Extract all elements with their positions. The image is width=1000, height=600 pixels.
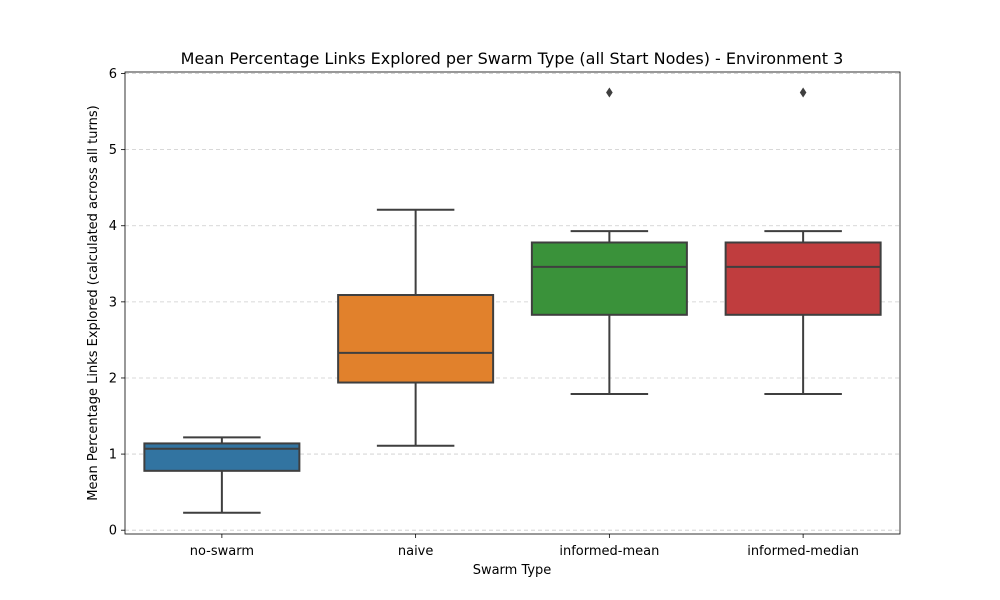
box-informed-mean [530,241,688,316]
y-tick-label: 2 [109,371,117,386]
y-tick-label: 4 [109,219,117,234]
box-naive [337,294,495,384]
x-tick-label: naive [398,544,434,559]
y-tick-label: 1 [109,448,117,463]
y-tick-label: 3 [109,295,117,310]
x-tick-label: informed-median [747,544,859,559]
y-axis-label: Mean Percentage Links Explored (calculat… [86,105,101,500]
y-tick-label: 5 [109,143,117,158]
outlier-marker [606,87,613,98]
x-axis: no-swarm naive informed-mean informed-media… [190,534,859,559]
y-tick-label: 6 [109,67,117,82]
boxes-layer [143,87,882,514]
box-no-swarm [143,442,301,472]
outlier-marker [799,87,807,98]
x-axis-label: Swarm Type [473,563,552,578]
x-tick-label: no-swarm [190,544,254,559]
chart-title: Mean Percentage Links Explored per Swarm… [181,49,844,68]
y-tick-label: 0 [109,524,117,539]
x-tick-label: informed-mean [559,544,659,559]
plot-frame [124,71,901,535]
box-informed-median [724,241,882,316]
y-axis: 0 1 2 3 4 5 6 [109,67,125,539]
